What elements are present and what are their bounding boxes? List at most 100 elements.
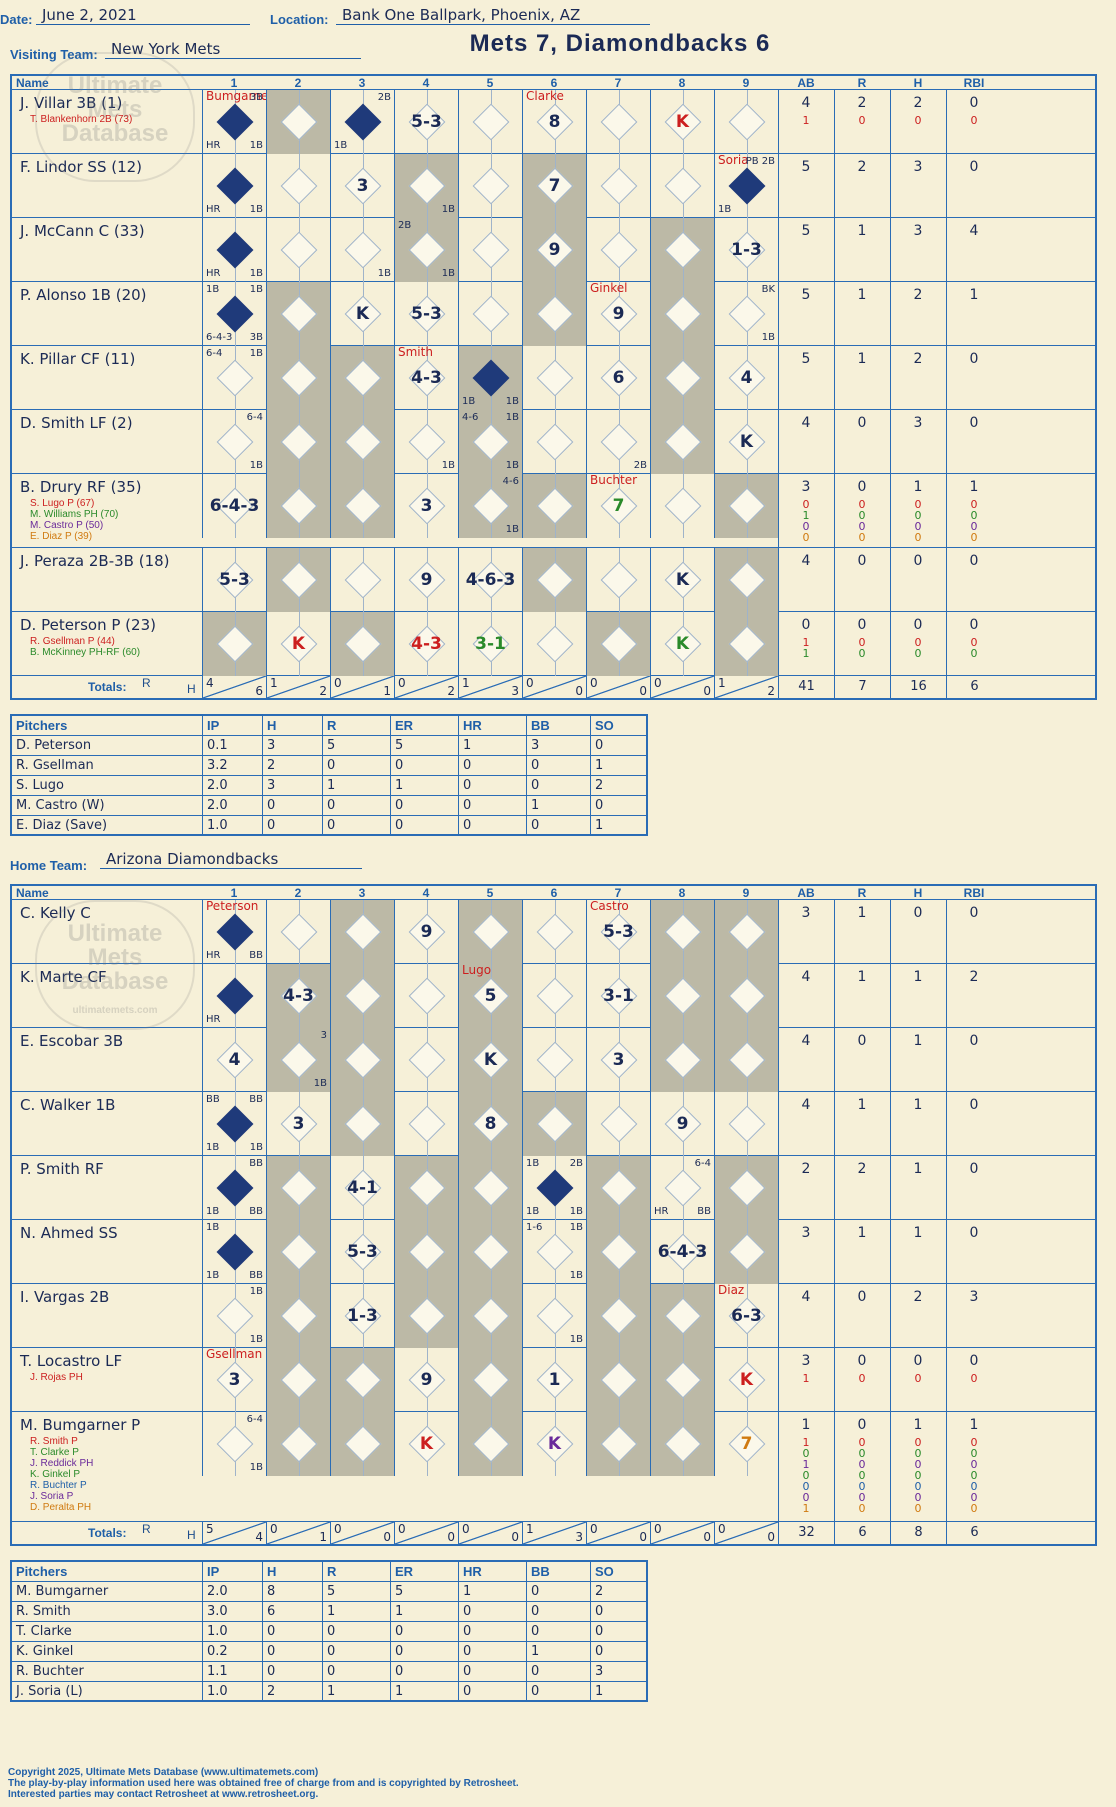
play-result: 6 — [612, 368, 625, 388]
stat-cell — [834, 90, 890, 153]
cell-annotation: 1B — [334, 140, 348, 151]
inning-cell — [458, 900, 522, 964]
r-value: 2 — [834, 160, 890, 175]
pitcher-row: K. Ginkel 0.2 0 0 0 0 1 0 — [12, 1642, 646, 1662]
stat-line: 5 — [801, 223, 811, 239]
inning-cell: 1B 1B BB — [202, 1220, 266, 1284]
inning-cell: 3 — [586, 1028, 650, 1092]
cell-annotation: HR — [206, 140, 221, 151]
substitutes-list: R. Gsellman P (44) B. McKinney PH-RF (60) — [30, 636, 140, 658]
base-diamond-icon — [216, 1105, 253, 1143]
cell-annotation: 2B — [398, 220, 412, 231]
play-result: K — [675, 570, 690, 590]
base-diamond-icon — [280, 1041, 317, 1079]
inning-runs: 0 — [270, 1522, 278, 1536]
inning-cell: 4-1 — [330, 1156, 394, 1220]
inning-hits: 0 — [639, 1530, 647, 1544]
pitcher-row: R. Gsellman 3.2 2 0 0 0 0 1 — [12, 756, 646, 776]
batter-row: D. Smith LF (2) 6-4 1B 1B 4-6 1B 1B 2B K 4 0 3 0 — [12, 410, 1095, 474]
inning-cell — [586, 548, 650, 612]
inning-cell — [650, 1028, 714, 1092]
stat-cell — [946, 1156, 1002, 1219]
pitching-stat: 1.0 — [202, 1682, 228, 1702]
base-diamond-icon — [344, 913, 381, 951]
substitute-name: R. Gsellman P (44) — [30, 636, 115, 647]
stat-cell — [946, 474, 1002, 547]
base-diamond-icon — [600, 103, 637, 141]
watermark-logo-home: Ultimate Mets Database ultimatemets.com — [35, 900, 195, 1030]
base-diamond-icon — [472, 423, 509, 461]
inning-header-7: 7 — [614, 886, 622, 900]
cell-annotation: 1B — [249, 1286, 263, 1297]
stat-line: 0 — [969, 1161, 979, 1177]
stat-line: 0 — [969, 1097, 979, 1113]
stat-cell — [946, 1028, 1002, 1091]
inning-runs: 0 — [526, 676, 534, 690]
stat-line: 1 — [802, 1458, 810, 1471]
stat-line: 0 — [970, 509, 978, 522]
stat-cell — [778, 410, 834, 473]
base-diamond-icon — [664, 423, 701, 461]
stat-line: 0 — [858, 1447, 866, 1460]
cell-annotation: HR — [206, 1014, 221, 1025]
inning-hits: 0 — [703, 1530, 711, 1544]
inning-cell: 6-4 1B — [202, 1412, 266, 1476]
ab-value: 5 — [778, 352, 834, 367]
base-diamond-icon — [536, 1105, 573, 1143]
stat-cell — [890, 1156, 946, 1219]
inning-cell — [330, 1092, 394, 1156]
stat-cell — [778, 1348, 834, 1411]
batter-row: F. Lindor SS (12) HR 1B 3 1B 7 Soria PB 2B 1B 5 2 3… — [12, 153, 1095, 218]
inning-header-4: 4 — [422, 886, 430, 900]
stat-line: 2 — [857, 1161, 867, 1177]
h-value: 1 — [890, 970, 946, 985]
base-diamond-icon — [536, 359, 573, 397]
cell-annotation: Ginkel — [590, 281, 628, 295]
substitute-name: K. Ginkel P — [30, 1469, 81, 1480]
base-diamond-icon — [408, 423, 445, 461]
batter-row: C. Kelly C Peterson HR BB 9 5-3 Castro 3 1 0 0 — [12, 899, 1095, 964]
stat-line: 3 — [801, 479, 811, 495]
stat-line: 0 — [970, 1502, 978, 1515]
cell-annotation: 1B — [206, 1222, 220, 1233]
base-diamond-icon — [216, 913, 253, 951]
cell-annotation: HR — [654, 1206, 669, 1217]
stat-line: 0 — [969, 905, 979, 921]
cell-annotation: 2B — [633, 460, 647, 471]
stat-cell — [834, 964, 890, 1027]
cell-annotation: 1B — [206, 1270, 220, 1281]
stat-line: 1 — [857, 287, 867, 303]
stat-line: 0 — [858, 1372, 866, 1385]
inning-cell — [458, 1220, 522, 1284]
batter-name: J. McCann C (33) — [20, 222, 145, 240]
visitors-pitching-table: Pitchers IP H R ER HR BB SO D. Peterson 0.1 3 5 5 1 3 0… — [10, 714, 648, 836]
stat-line: 0 — [970, 1491, 978, 1504]
inning-header-5: 5 — [486, 76, 494, 90]
base-diamond-icon — [344, 487, 381, 525]
pitching-stat: 0 — [390, 1642, 403, 1662]
play-result: 8 — [484, 1114, 497, 1134]
pitching-stat: 0 — [526, 1682, 539, 1702]
pitching-stat: 1 — [458, 1582, 471, 1602]
inning-cell — [266, 154, 330, 218]
inning-cell: 4-3 — [266, 964, 330, 1028]
base-diamond-icon — [664, 231, 701, 269]
base-diamond-icon — [728, 487, 765, 525]
pitcher-name: E. Diaz (Save) — [16, 818, 108, 833]
inning-cell: 1B — [394, 410, 458, 474]
r-value: 0 — [834, 416, 890, 431]
batter-row: D. Peterson P (23) R. Gsellman P (44) B. M… — [12, 612, 1095, 676]
pitching-stat: 0 — [390, 816, 403, 836]
inning-cell: 2B 1B — [394, 218, 458, 282]
inning-runs: 4 — [206, 676, 214, 690]
rbi-column-header: RBI — [963, 76, 985, 90]
base-diamond-icon — [536, 295, 573, 333]
pitching-stat: 0 — [458, 756, 471, 776]
batter-name: D. Smith LF (2) — [20, 414, 133, 432]
substitute-name: M. Williams PH (70) — [30, 509, 119, 520]
pitching-stat: 0 — [322, 1662, 335, 1682]
stat-line: 0 — [914, 1436, 922, 1449]
